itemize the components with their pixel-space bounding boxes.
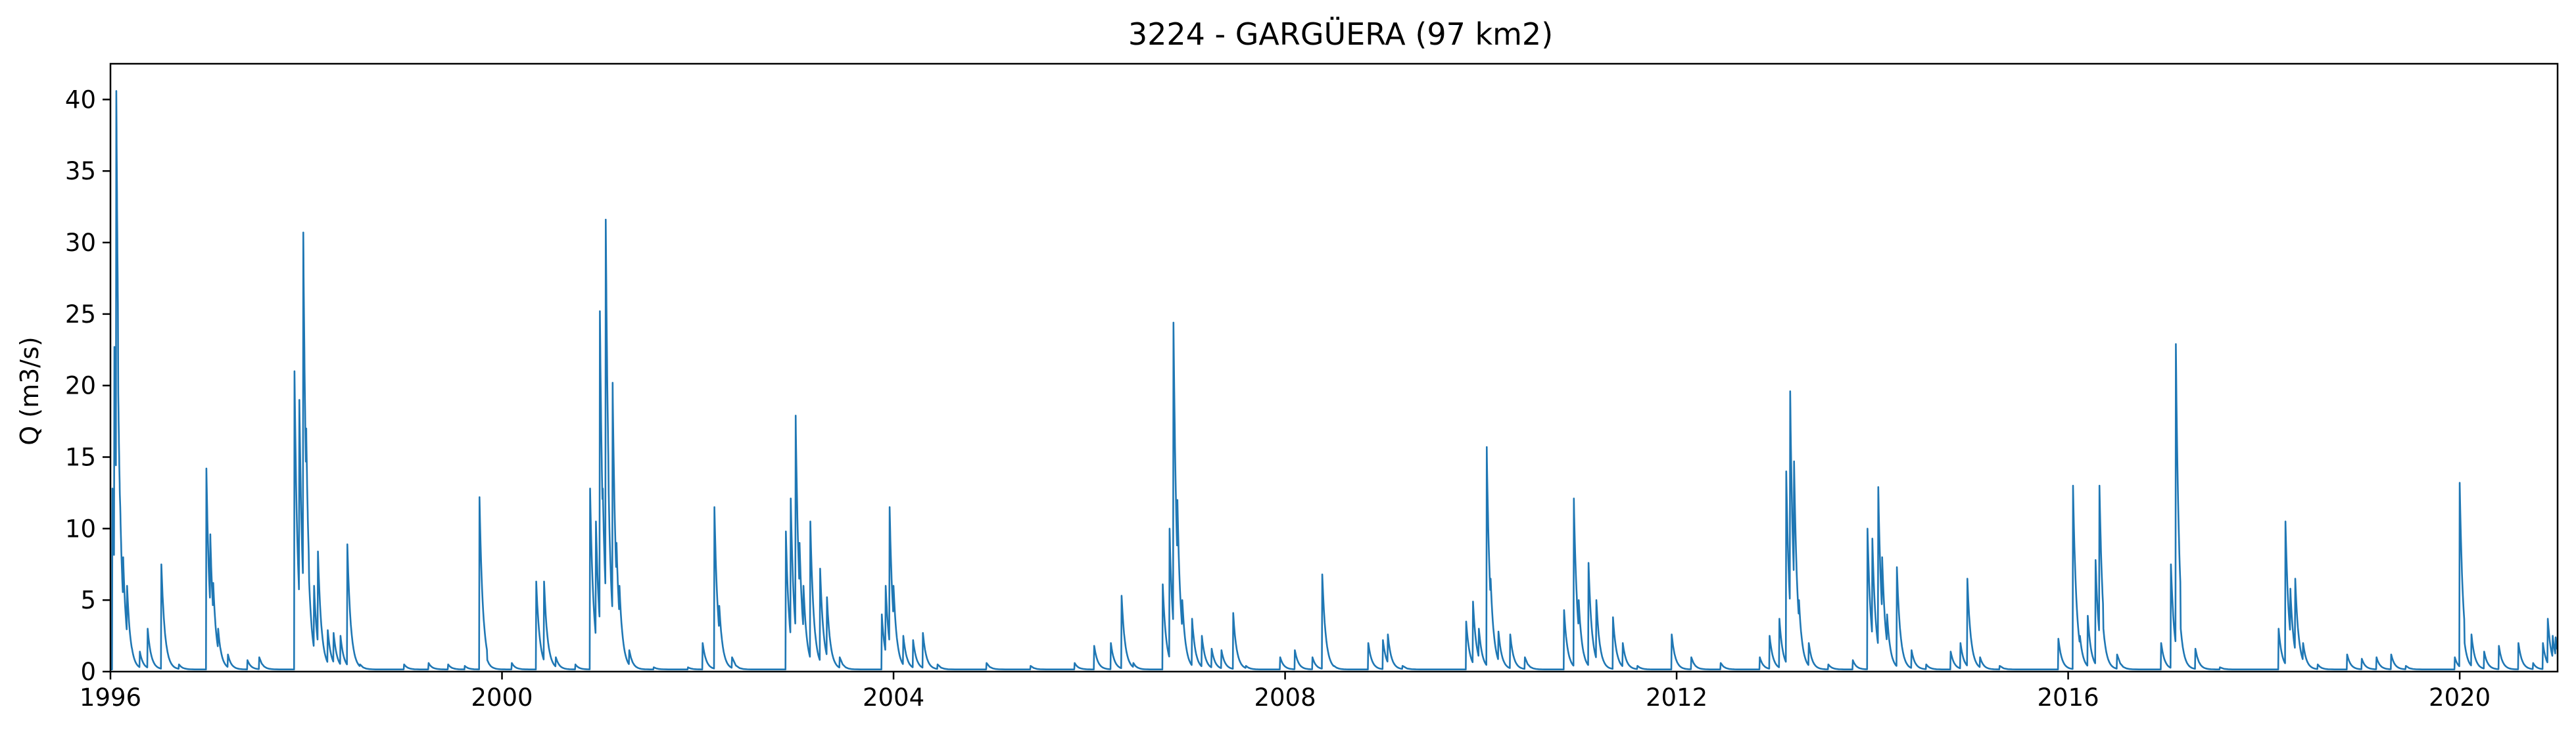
- flow-series-line: [110, 90, 2558, 670]
- x-tick-label: 1996: [80, 683, 141, 712]
- y-tick-label: 15: [65, 444, 96, 472]
- y-tick-label: 40: [65, 85, 96, 114]
- y-tick-label: 35: [65, 157, 96, 185]
- plot-area: [110, 90, 2558, 670]
- y-tick-label: 10: [65, 515, 96, 543]
- x-tick-label: 2012: [1646, 683, 1707, 712]
- plot-frame: [109, 62, 2559, 673]
- y-tick-label: 0: [80, 658, 96, 686]
- chart-title: 3224 - GARGÜERA (97 km2): [1128, 16, 1553, 52]
- y-tick-label: 25: [65, 300, 96, 329]
- y-axis-label: Q (m3/s): [15, 336, 44, 445]
- y-tick-label: 5: [80, 586, 96, 614]
- x-axis: 1996 2000 2004 2008 2012 2016 2020: [80, 672, 2491, 712]
- y-tick-label: 20: [65, 372, 96, 400]
- x-tick-label: 2004: [863, 683, 924, 712]
- x-tick-label: 2016: [2038, 683, 2099, 712]
- x-tick-label: 2000: [471, 683, 533, 712]
- y-axis: 0 5 10 15 20 25 30 35 40: [65, 85, 110, 686]
- x-tick-label: 2008: [1254, 683, 1316, 712]
- x-tick-label: 2020: [2429, 683, 2491, 712]
- y-tick-label: 30: [65, 229, 96, 257]
